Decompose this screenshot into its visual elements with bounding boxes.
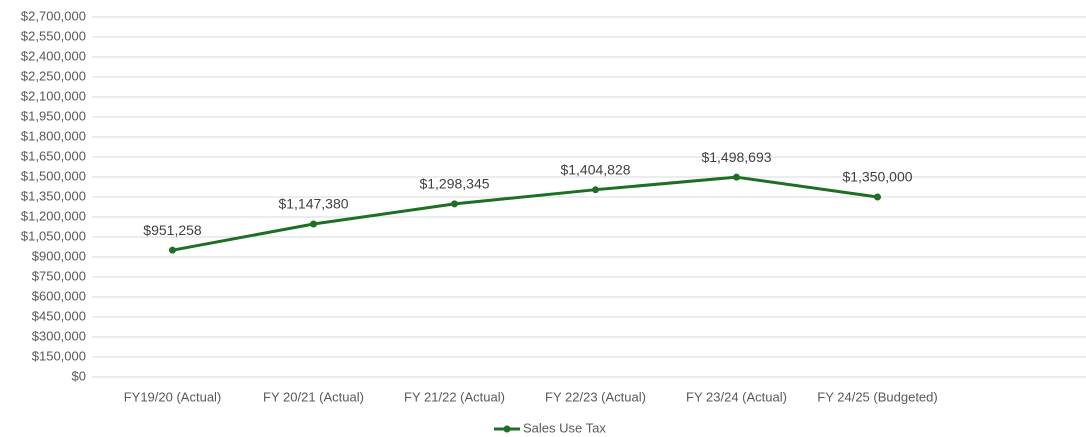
- data-point: [451, 200, 458, 208]
- y-tick-label: $1,050,000: [21, 228, 86, 243]
- y-tick-label: $2,100,000: [21, 88, 86, 103]
- y-tick-label: $150,000: [32, 348, 86, 363]
- data-label: $1,498,693: [701, 149, 771, 165]
- y-tick-label: $2,400,000: [21, 48, 86, 63]
- y-tick-label: $300,000: [32, 328, 86, 343]
- series-line: [172, 175, 878, 252]
- y-tick-label: $750,000: [32, 268, 86, 283]
- x-tick-label: FY19/20 (Actual): [124, 389, 222, 404]
- y-tick-label: $1,650,000: [21, 148, 86, 163]
- y-tick-label: $0: [72, 368, 86, 383]
- data-label: $1,147,380: [278, 196, 348, 212]
- y-tick-label: $1,200,000: [21, 208, 86, 223]
- x-tick-label: FY 22/23 (Actual): [545, 389, 646, 404]
- data-point: [310, 220, 317, 228]
- data-point: [592, 186, 599, 194]
- x-tick-label: FY 23/24 (Actual): [686, 389, 787, 404]
- y-tick-label: $900,000: [32, 248, 86, 263]
- y-tick-label: $600,000: [32, 288, 86, 303]
- x-tick-label: FY 21/22 (Actual): [404, 389, 505, 404]
- data-label: $951,258: [143, 222, 202, 238]
- data-label: $1,350,000: [842, 169, 912, 185]
- x-tick-label: FY 24/25 (Budgeted): [817, 389, 937, 404]
- data-label: $1,298,345: [419, 176, 489, 192]
- data-point: [733, 173, 740, 181]
- y-tick-label: $1,800,000: [21, 128, 86, 143]
- x-tick-label: FY 20/21 (Actual): [263, 389, 364, 404]
- data-point: [874, 193, 881, 201]
- y-tick-label: $2,550,000: [21, 28, 86, 43]
- y-tick-label: $1,350,000: [21, 188, 86, 203]
- legend-label: Sales Use Tax: [523, 420, 606, 435]
- data-label: $1,404,828: [560, 161, 630, 177]
- y-tick-label: $2,250,000: [21, 68, 86, 83]
- y-tick-label: $1,500,000: [21, 168, 86, 183]
- y-tick-label: $1,950,000: [21, 108, 86, 123]
- y-tick-label: $2,700,000: [21, 8, 86, 23]
- y-tick-label: $450,000: [32, 308, 86, 323]
- data-point: [169, 246, 176, 254]
- legend-marker: [503, 425, 511, 433]
